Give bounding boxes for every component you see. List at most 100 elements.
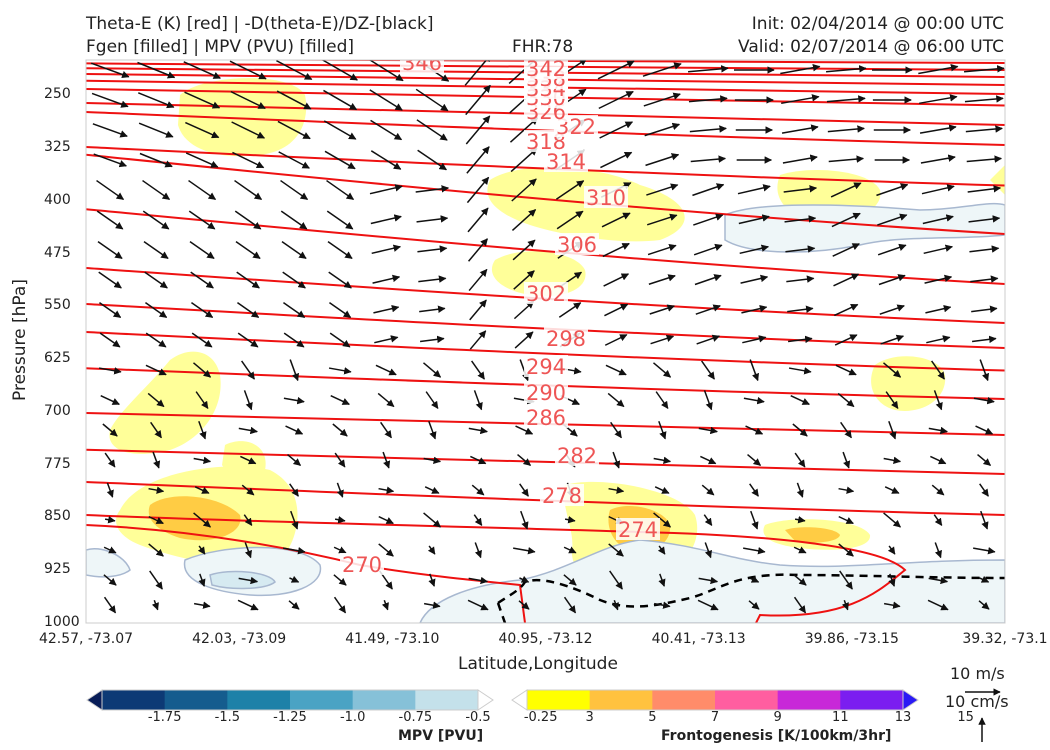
wind-vector xyxy=(931,484,945,496)
wind-vector xyxy=(235,240,261,260)
theta-e-contour-line xyxy=(86,514,907,623)
title-left-line1: Theta-E (K) [red] | -D(theta-E)/DZ-[blac… xyxy=(86,14,434,34)
wind-vector xyxy=(966,155,1003,163)
wind-vector xyxy=(600,151,633,169)
wind-vector xyxy=(91,92,129,108)
wind-vector xyxy=(415,185,450,193)
wind-vector xyxy=(934,542,942,559)
y-axis-label: Pressure [hPa] xyxy=(10,279,30,401)
theta-e-contour-line xyxy=(86,79,1005,95)
wind-vector xyxy=(198,573,206,587)
theta-e-contour-label: 302 xyxy=(526,282,566,306)
wind-vector xyxy=(188,179,217,201)
wind-vector xyxy=(275,60,313,81)
y-tick-label: 625 xyxy=(44,350,71,367)
wind-vector xyxy=(148,515,164,525)
wind-vector xyxy=(368,60,404,82)
wind-vector xyxy=(143,240,169,260)
wind-vector xyxy=(642,62,682,77)
wind-vector xyxy=(97,240,123,260)
wind-vector xyxy=(973,547,996,555)
wind-vector xyxy=(783,185,818,193)
wind-vector xyxy=(612,451,621,469)
wind-vector xyxy=(243,514,253,526)
wind-vector xyxy=(469,299,487,321)
wind-vector xyxy=(841,600,849,611)
wind-vector xyxy=(979,359,990,382)
wind-vector xyxy=(838,543,854,557)
x-tick-label: 41.49, -73.10 xyxy=(345,631,440,647)
y-tick-label: 925 xyxy=(44,561,71,578)
wind-vector xyxy=(919,94,958,105)
wind-vector xyxy=(241,484,255,496)
wind-vector xyxy=(145,364,167,376)
wind-vector xyxy=(698,426,718,435)
wind-vector xyxy=(513,300,535,320)
wind-vector xyxy=(151,600,159,611)
colorbar-segment xyxy=(527,690,591,710)
wind-vector xyxy=(657,545,666,555)
wind-vector xyxy=(139,152,173,168)
theta-e-contour-line xyxy=(86,111,1005,146)
wind-vector xyxy=(965,125,1003,133)
wind-vector xyxy=(517,453,532,467)
wind-vector xyxy=(473,514,483,526)
wind-vector xyxy=(925,304,952,314)
wind-vector xyxy=(884,486,900,494)
wind-vector xyxy=(787,335,813,344)
wind-vector xyxy=(287,453,302,467)
wind-vector xyxy=(749,575,760,583)
wind-vector xyxy=(234,210,262,230)
filled-region xyxy=(209,570,276,590)
wind-vector xyxy=(604,303,629,317)
title-fhr: FHR:78 xyxy=(512,37,574,57)
wind-vector xyxy=(697,599,719,611)
wind-vector xyxy=(785,245,816,253)
wind-vector xyxy=(373,304,400,314)
wind-vector xyxy=(698,576,719,585)
wind-vector xyxy=(333,546,347,554)
colorbar-tick-label: 11 xyxy=(832,710,849,725)
theta-e-contour-label: 298 xyxy=(546,327,586,351)
wind-vector xyxy=(928,426,948,435)
wind-vector xyxy=(378,543,394,557)
wind-vector xyxy=(237,599,259,611)
wind-vector xyxy=(518,600,530,610)
wind-vector xyxy=(880,334,905,345)
wind-vector xyxy=(285,425,304,435)
wind-vector xyxy=(423,512,442,528)
contour-label-bg xyxy=(524,60,568,79)
wind-vector xyxy=(418,275,447,283)
wind-vector xyxy=(149,570,163,590)
wind-vector xyxy=(747,453,762,467)
wind-vector xyxy=(782,154,818,164)
wind-vector xyxy=(468,576,489,585)
wind-vector xyxy=(380,421,392,439)
wind-vector xyxy=(604,334,628,346)
wind-vector xyxy=(381,600,389,611)
wind-vector xyxy=(839,570,853,590)
x-axis-label: Latitude,Longitude xyxy=(458,654,618,674)
colorbar-segment xyxy=(352,690,416,710)
wind-vector xyxy=(740,274,769,284)
wind-vector xyxy=(423,601,441,609)
plot-frame xyxy=(85,59,1006,624)
colorbar-segment xyxy=(290,690,354,710)
wind-vector xyxy=(927,599,949,611)
contour-label-bg xyxy=(555,233,599,255)
wind-vector xyxy=(329,301,352,319)
theta-e-contour-label: 310 xyxy=(586,186,626,210)
contour-label-bg xyxy=(540,484,584,506)
y-tick-label: 325 xyxy=(44,138,71,155)
wind-vector xyxy=(231,121,266,139)
wind-vector xyxy=(794,452,806,468)
wind-vector xyxy=(98,271,122,289)
y-tick-label: 400 xyxy=(44,191,71,208)
wind-vector xyxy=(147,392,165,408)
filled-region xyxy=(990,165,1005,195)
wind-vector xyxy=(794,516,806,524)
wind-vector xyxy=(514,331,534,349)
wind-vector xyxy=(608,486,625,494)
wind-vector xyxy=(276,90,312,110)
wind-vector xyxy=(605,364,627,376)
